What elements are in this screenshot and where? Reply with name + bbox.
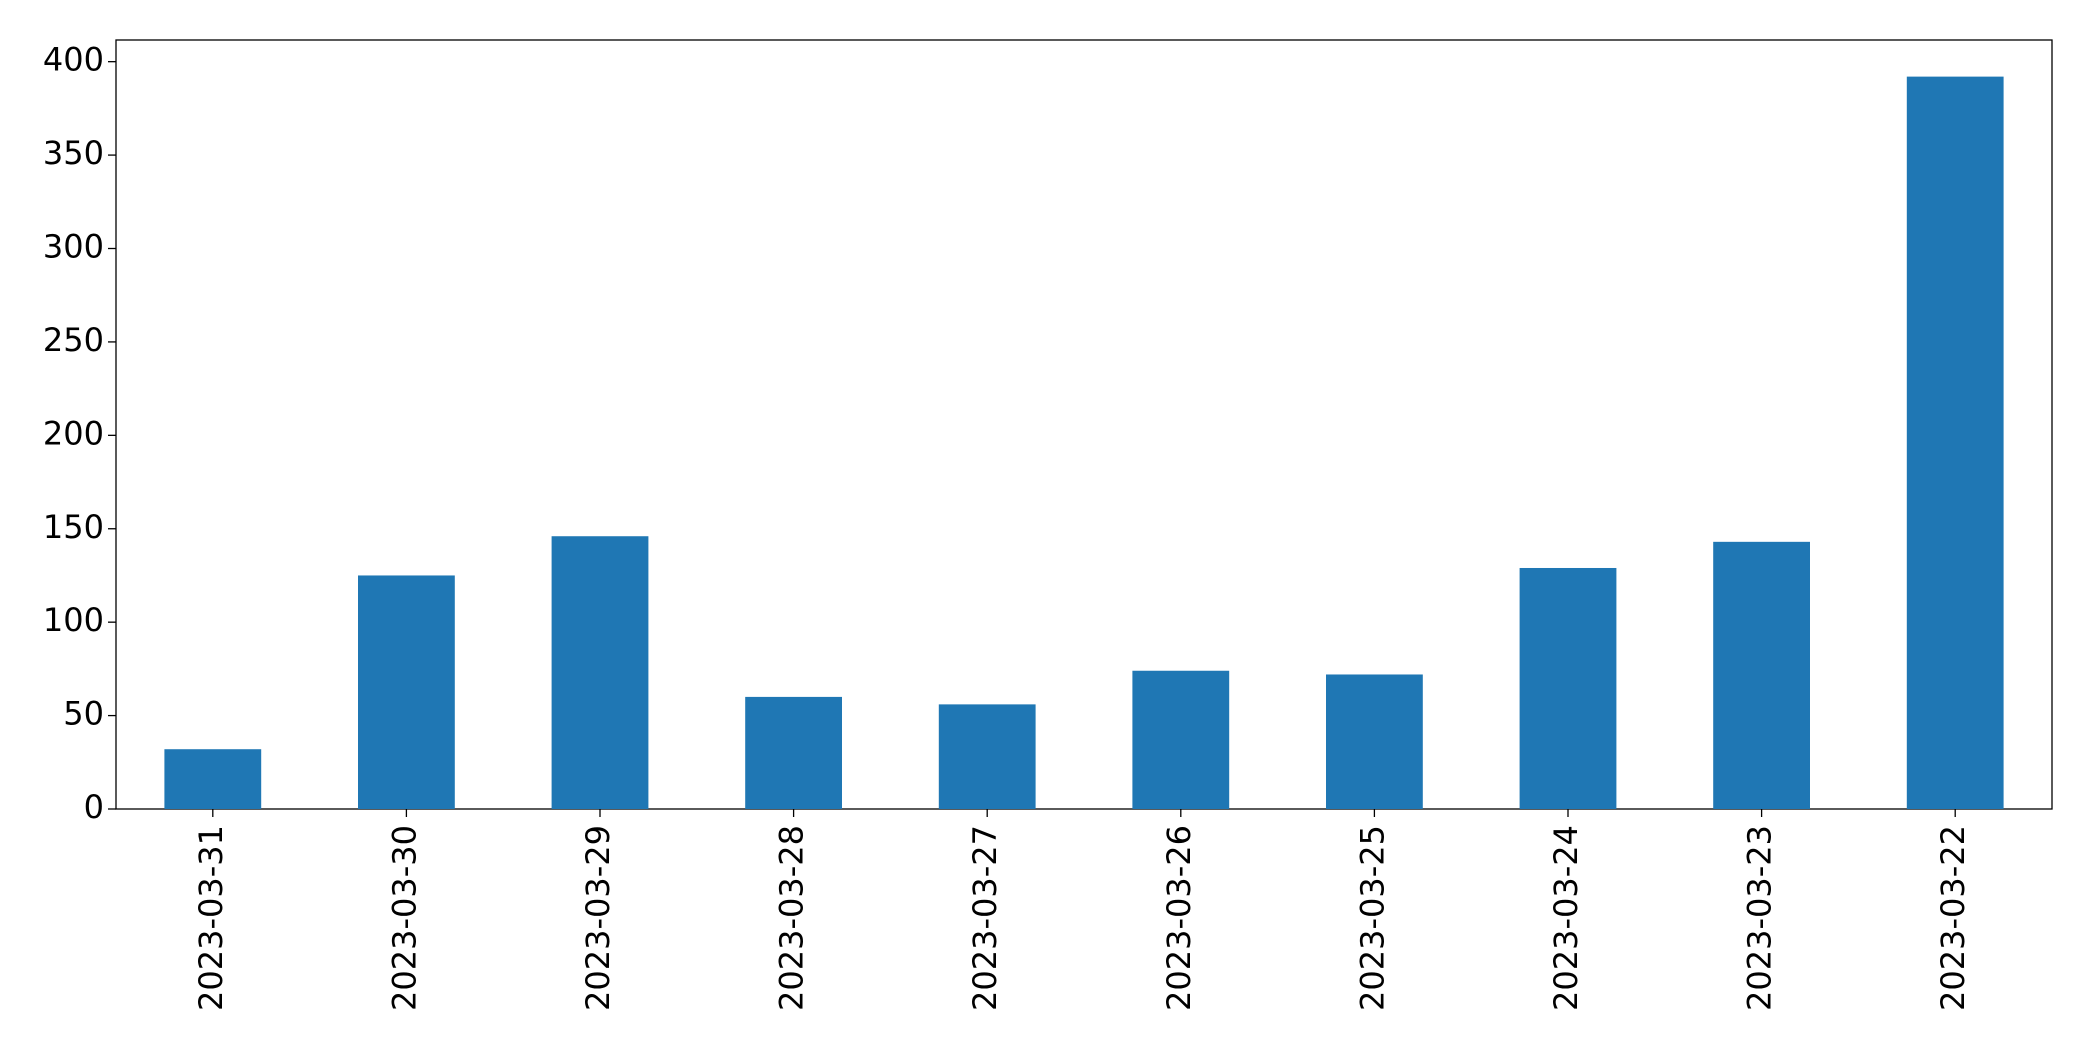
y-tick-label: 300 bbox=[43, 228, 104, 266]
bar bbox=[164, 749, 262, 809]
x-tick-label: 2023-03-31 bbox=[192, 825, 230, 1011]
y-tick-label: 250 bbox=[43, 321, 104, 359]
bar bbox=[745, 696, 842, 809]
x-tick-label: 2023-03-27 bbox=[966, 825, 1004, 1011]
y-tick-label: 400 bbox=[43, 41, 104, 79]
x-tick-label: 2023-03-26 bbox=[1160, 825, 1198, 1011]
bar bbox=[358, 575, 455, 809]
y-tick-label: 200 bbox=[43, 414, 104, 452]
x-tick-label: 2023-03-22 bbox=[1934, 825, 1972, 1011]
x-tick-label: 2023-03-30 bbox=[385, 825, 423, 1011]
x-tick-label: 2023-03-29 bbox=[579, 825, 617, 1011]
bar bbox=[1906, 76, 2004, 810]
y-tick-label: 350 bbox=[43, 134, 104, 172]
bar bbox=[1326, 674, 1423, 809]
x-tick-label: 2023-03-25 bbox=[1353, 825, 1391, 1011]
plot-frame bbox=[115, 39, 2053, 810]
bar bbox=[938, 704, 1036, 809]
y-tick-label: 100 bbox=[43, 601, 104, 639]
bar bbox=[1713, 541, 1810, 809]
y-tick-label: 150 bbox=[43, 508, 104, 546]
bar bbox=[1132, 670, 1230, 809]
bar bbox=[1519, 567, 1617, 809]
bar bbox=[551, 536, 649, 809]
x-tick-label: 2023-03-28 bbox=[773, 825, 811, 1011]
x-tick-label: 2023-03-23 bbox=[1741, 825, 1779, 1011]
x-tick-label: 2023-03-24 bbox=[1547, 825, 1585, 1011]
y-tick-label: 0 bbox=[84, 788, 104, 826]
y-tick-label: 50 bbox=[63, 695, 104, 733]
